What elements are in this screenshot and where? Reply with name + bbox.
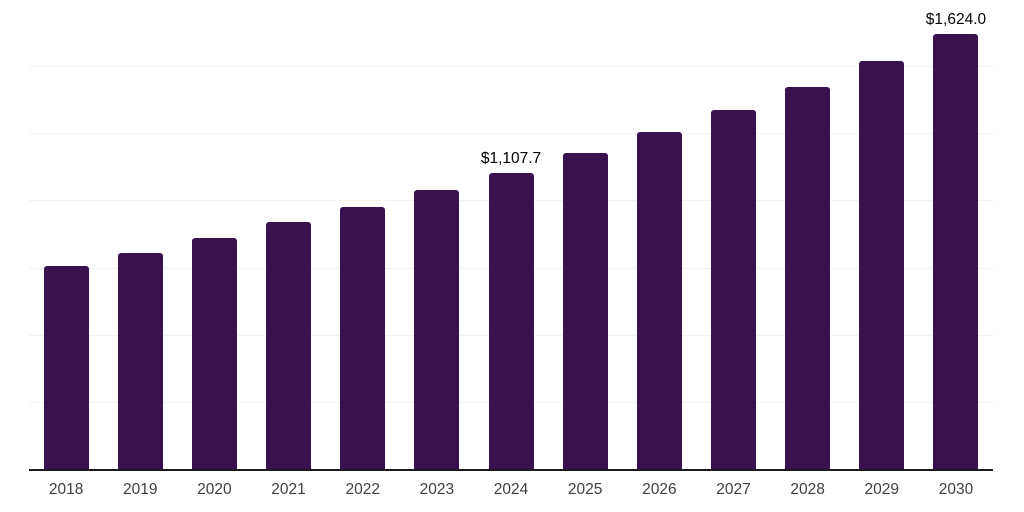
bar-slot-2030: $1,624.0 [919,0,993,470]
bar-2022 [340,207,386,470]
x-tick-2026: 2026 [642,481,677,498]
bar-2021 [266,222,312,470]
bar-slot-2025 [548,0,622,470]
bar-2018 [43,265,89,470]
x-axis-labels: 2018 2019 2020 2021 2022 2023 2024 2025 2026 2027… [29,480,993,500]
bar-2019 [117,252,163,470]
bar-slot-2018 [29,0,103,470]
bar-2025 [562,152,608,470]
value-label-2030: $1,624.0 [925,10,987,28]
bar-2029 [859,60,905,470]
x-tick-2022: 2022 [345,481,380,498]
bar-slot-2029 [845,0,919,470]
gridline-1500 [29,66,993,68]
bar-2027 [710,109,756,470]
x-tick-2020: 2020 [197,481,232,498]
x-tick-2018: 2018 [48,481,84,498]
x-tick-2030: 2030 [938,481,974,498]
bar-slot-2020 [177,0,251,470]
bar-slot-2023 [400,0,474,470]
bar-slot-2019 [103,0,177,470]
bar-slot-2028 [771,0,845,470]
bars-container: $1,107.7 $1,624.0 [29,0,993,470]
value-label-2024: $1,107.7 [480,149,542,167]
bar-slot-2026 [622,0,696,470]
gridline-1250 [29,133,993,135]
bar-slot-2027 [696,0,770,470]
bar-2023 [414,190,460,470]
bar-2030 [933,33,979,470]
x-tick-2028: 2028 [790,481,825,498]
x-tick-2027: 2027 [716,481,751,498]
bar-2020 [191,238,237,470]
bar-2028 [785,86,831,470]
x-tick-2029: 2029 [864,481,900,498]
plot-area: $1,107.7 $1,624.0 [29,0,993,471]
bar-slot-2021 [251,0,325,470]
x-tick-2023: 2023 [419,481,455,498]
bar-slot-2024: $1,107.7 [474,0,548,470]
x-tick-2024: 2024 [493,481,529,498]
x-tick-2019: 2019 [122,481,158,498]
bar-2026 [636,132,682,470]
x-axis-line [29,469,993,471]
bar-2024 [488,172,534,470]
x-tick-2025: 2025 [567,481,603,498]
bar-slot-2022 [326,0,400,470]
x-tick-2021: 2021 [271,481,306,498]
